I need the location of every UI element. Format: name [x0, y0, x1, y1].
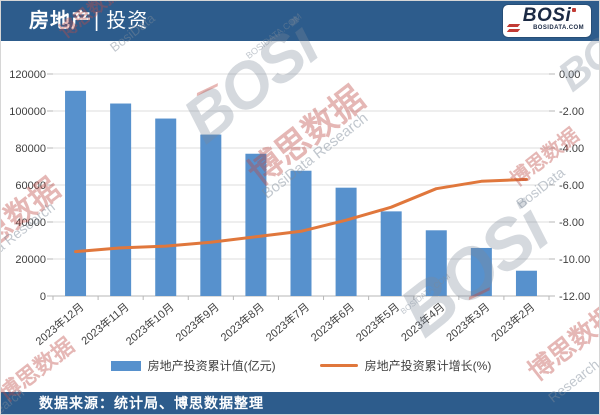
data-source-note: 数据来源：统计局、博思数据整理 [39, 395, 264, 411]
header-bar: 房地产 | 投资 [1, 1, 599, 41]
right-axis-label: -2.00 [559, 106, 584, 118]
bar-column [380, 211, 402, 296]
x-axis-label: 2023年6月 [308, 300, 357, 345]
x-axis-label: 2023年8月 [218, 300, 267, 345]
footer-bar: 数据来源：统计局、博思数据整理 [1, 392, 599, 414]
combo-chart: 120000 0.00 100000 -2.00 80000 -4.00 60000 -6.0… [9, 69, 590, 348]
bar-column [110, 103, 132, 296]
bar-column [470, 247, 492, 296]
left-axis-label: 40000 [15, 217, 46, 229]
right-axis-label: 0.00 [559, 69, 580, 81]
right-axis-label: -12.00 [559, 291, 590, 303]
growth-line [74, 177, 528, 254]
x-axis-label: 2023年5月 [353, 300, 402, 345]
right-axis-label: -10.00 [559, 254, 590, 266]
x-axis-label: 2023年3月 [443, 300, 492, 345]
bar-column [65, 90, 87, 297]
x-axis-label: 2023年10月 [123, 300, 177, 348]
logo-red-dot-icon [572, 8, 576, 12]
legend-line-swatch [319, 364, 358, 367]
x-axis-label: 2023年4月 [398, 300, 447, 345]
x-axis-label: 2023年12月 [32, 300, 86, 348]
right-axis-label: -6.00 [559, 180, 584, 192]
left-axis-label: 0 [40, 291, 46, 303]
legend-item-growth: 房地产投资累计增长(%) [319, 357, 492, 374]
title-divider: | [94, 10, 101, 32]
legend-item-investment-value: 房地产投资累计值(亿元) [110, 357, 276, 374]
logo-stripe-icon [506, 29, 521, 32]
left-axis-label: 80000 [15, 143, 46, 155]
bosi-logo: BOSi BOSIDATA.COM [503, 5, 591, 37]
right-axis-label: -4.00 [559, 143, 584, 155]
bar-column [245, 153, 267, 296]
legend-line-label: 房地产投资累计增长(%) [364, 359, 492, 373]
bar-column [290, 170, 312, 296]
legend-bar-label: 房地产投资累计值(亿元) [147, 359, 276, 373]
title-main: 房地产 [29, 10, 92, 32]
title-sub: 投资 [106, 10, 149, 32]
x-axis-label: 2023年11月 [78, 300, 131, 348]
legend: 房地产投资累计值(亿元) 房地产投资累计增长(%) [1, 357, 599, 374]
bar-column [515, 270, 537, 296]
left-axis-label: 100000 [9, 106, 46, 118]
bar-column [200, 134, 222, 296]
x-axis-label: 2023年9月 [172, 300, 221, 345]
left-axis-label: 120000 [9, 69, 46, 81]
bosi-logo-url: BOSIDATA.COM [533, 25, 584, 31]
page-title: 房地产 | 投资 [29, 1, 148, 41]
bar-column [425, 230, 447, 296]
left-axis-label: 60000 [15, 180, 46, 192]
bosi-logo-text: BOSi [522, 5, 572, 26]
x-axis-label: 2023年2月 [488, 300, 537, 345]
right-axis-label: -8.00 [559, 217, 584, 229]
chart-area: 120000 0.00 100000 -2.00 80000 -4.00 60000 -6.0… [1, 41, 599, 394]
left-axis-label: 20000 [15, 254, 46, 266]
legend-bar-swatch [110, 360, 141, 371]
x-axis-label: 2023年7月 [263, 300, 312, 345]
bar-column [155, 118, 177, 296]
bar-column [335, 187, 357, 296]
